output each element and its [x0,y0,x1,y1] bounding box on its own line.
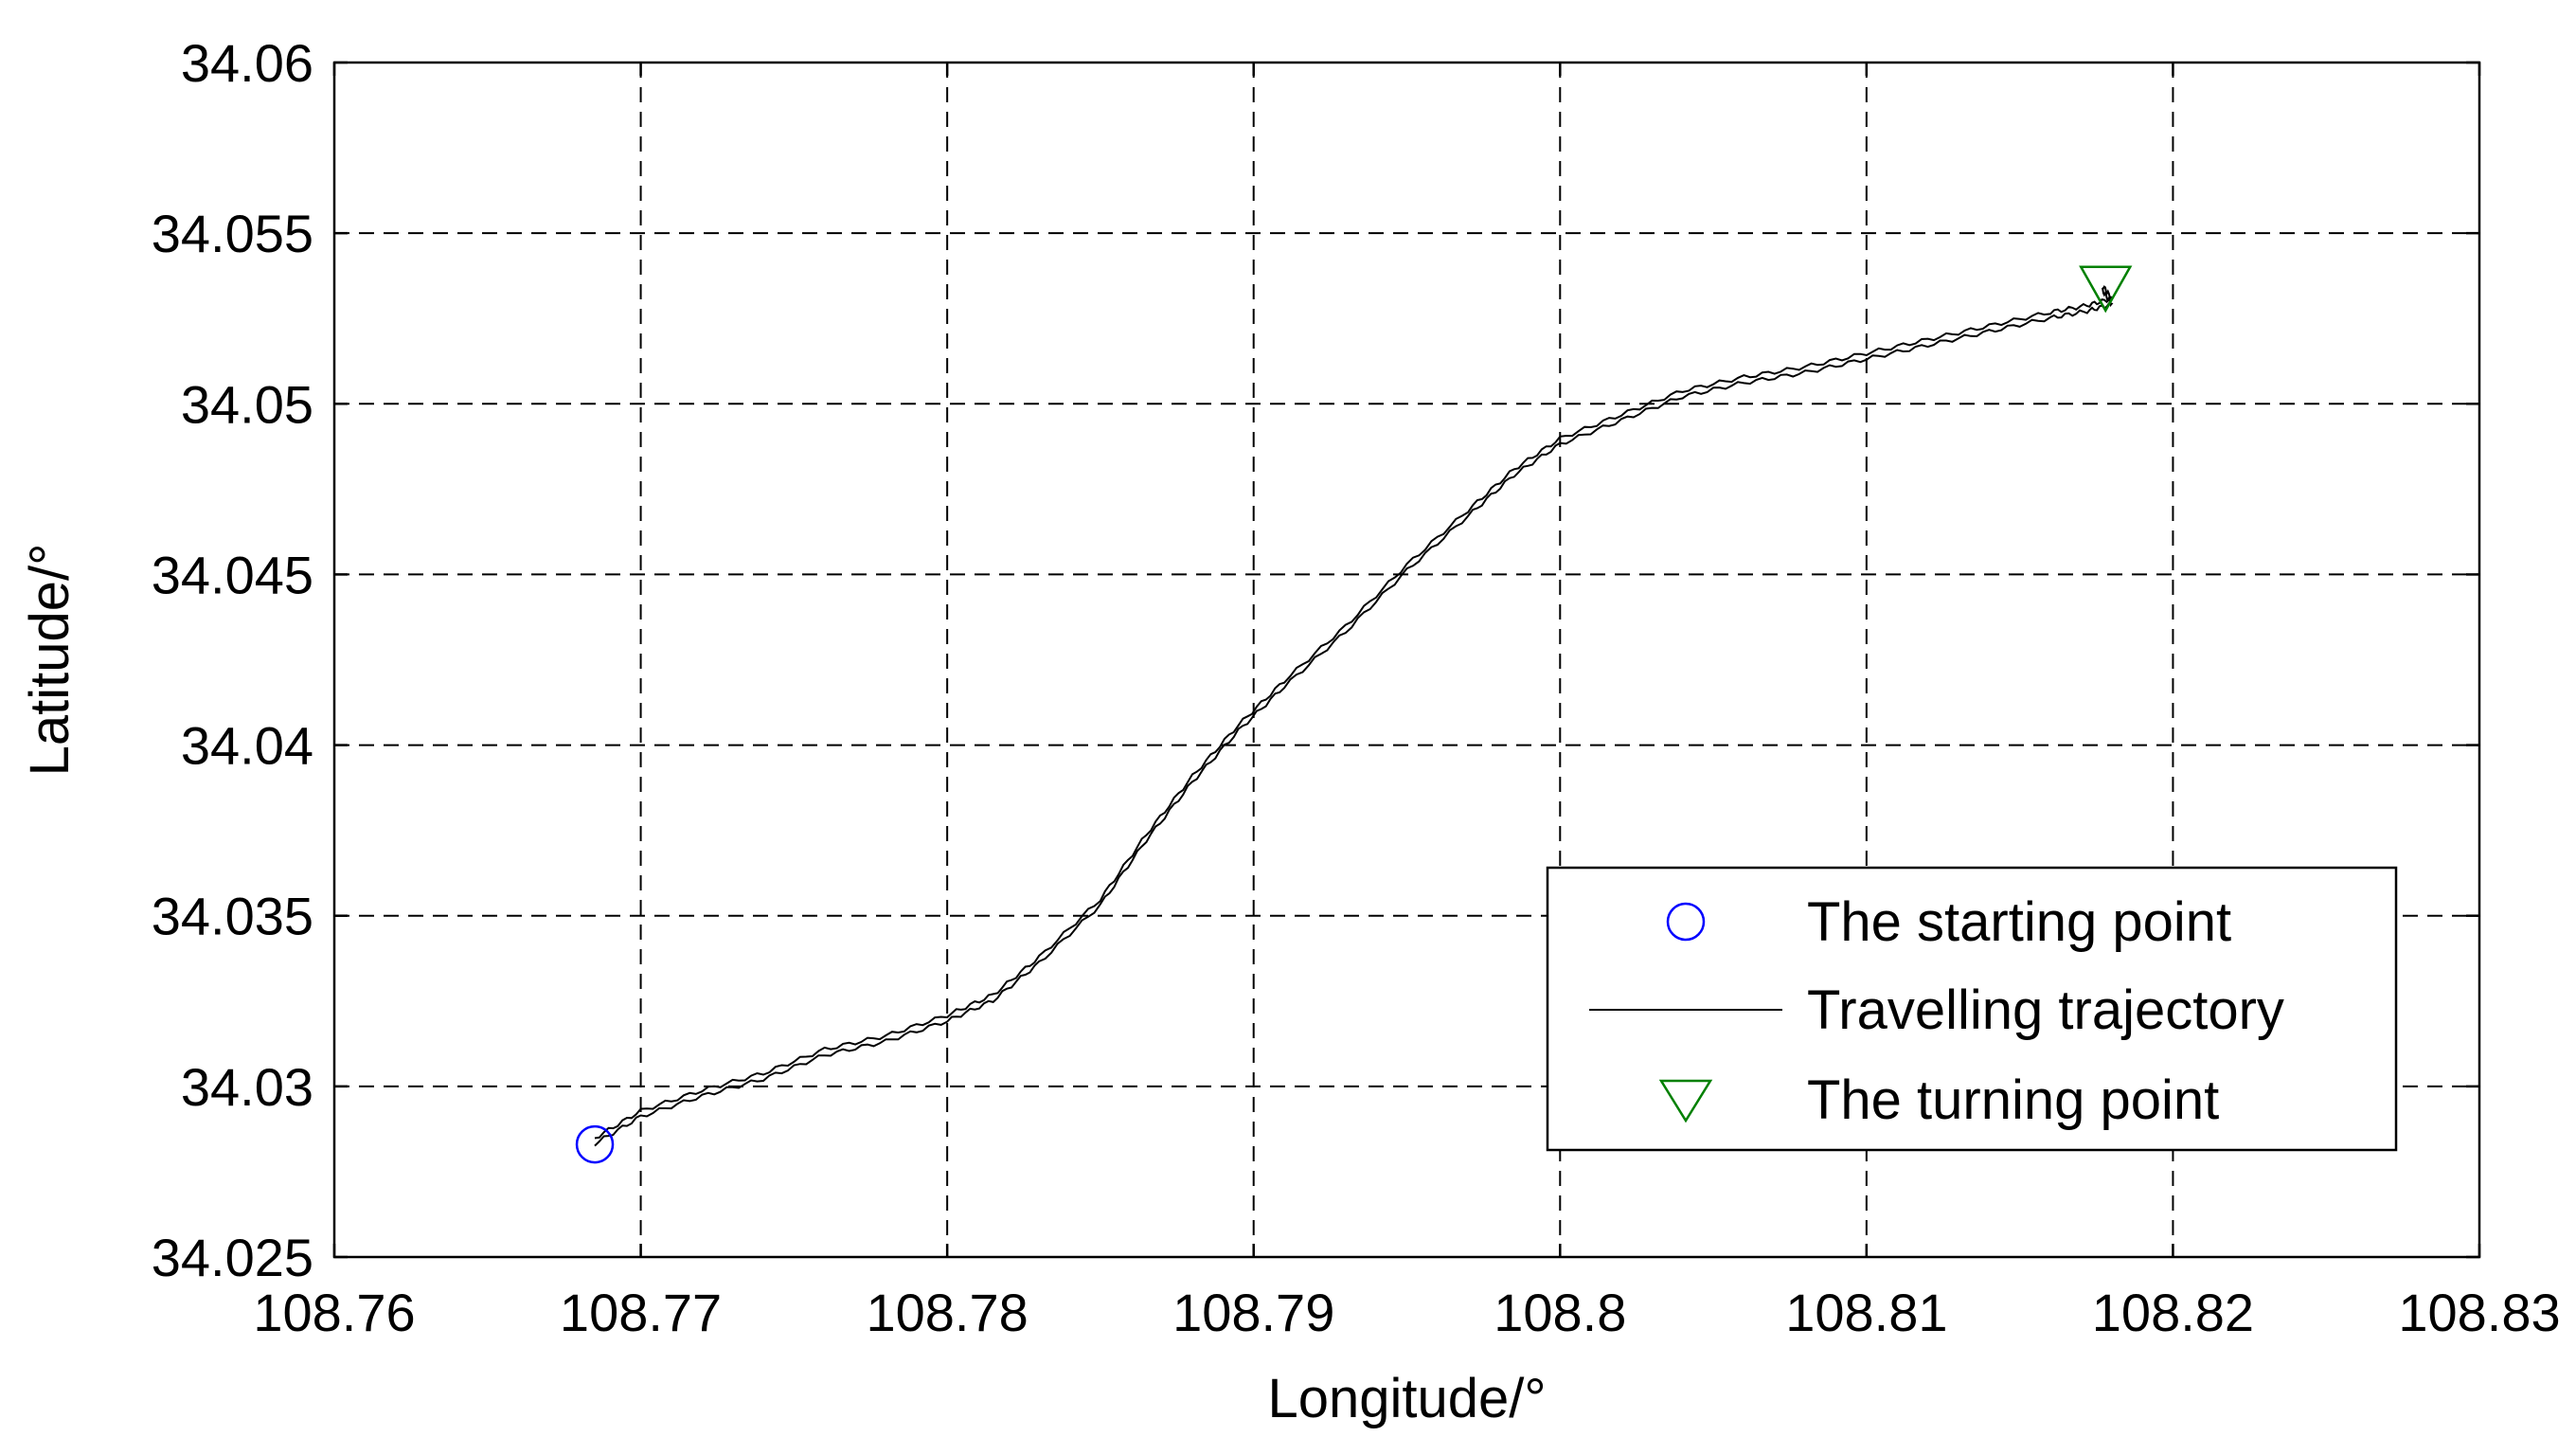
x-tick-label: 108.79 [1172,1283,1334,1342]
grid-lines [334,63,2479,1257]
x-tick-label: 108.77 [560,1283,722,1342]
y-tick-label: 34.05 [181,374,313,434]
legend-marker-starting-point [1666,902,1706,942]
x-tick-label: 108.83 [2398,1283,2560,1342]
x-tick-label: 108.8 [1494,1283,1626,1342]
legend-marker-turning-point [1658,1079,1713,1123]
y-tick-label: 34.06 [181,33,313,93]
axis-ticks [332,61,2481,1259]
y-tick-label: 34.035 [152,887,313,946]
legend-label-starting-point: The starting point [1807,891,2231,953]
x-tick-label: 108.81 [1785,1283,1947,1342]
y-tick-label: 34.055 [152,204,313,263]
plot-frame [332,61,2481,1259]
tick-labels: 108.76 108.77 108.78 108.79 108.8 108.81 108.8… [152,33,2561,1342]
trajectory-line-forward [594,285,2113,1140]
data-series [575,265,2133,1164]
legend-label-turning-point: The turning point [1807,1069,2219,1131]
turning-point-marker [2079,265,2133,314]
x-tick-label: 108.82 [2092,1283,2254,1342]
y-tick-label: 34.04 [181,716,313,776]
y-tick-label: 34.025 [152,1228,313,1287]
starting-point-marker [575,1124,615,1164]
x-tick-label: 108.78 [867,1283,1029,1342]
trajectory-line-return [594,287,2114,1147]
y-tick-label: 34.03 [181,1057,313,1117]
y-tick-label: 34.045 [152,545,313,604]
legend: The starting point Travelling trajectory… [1546,866,2398,1152]
x-axis-title: Longitude/° [1267,1368,1546,1429]
x-tick-label: 108.76 [253,1283,415,1342]
legend-label-trajectory: Travelling trajectory [1807,979,2284,1041]
y-axis-title: Latitude/° [19,544,80,777]
